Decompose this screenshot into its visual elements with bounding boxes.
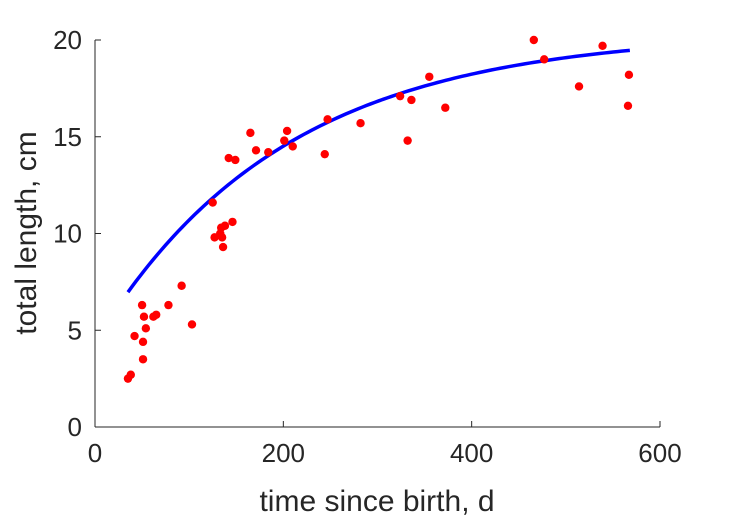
data-point bbox=[130, 331, 139, 341]
data-point bbox=[141, 324, 151, 333]
data-point bbox=[139, 312, 149, 321]
data-point bbox=[574, 82, 584, 91]
y-tick-label: 15 bbox=[53, 122, 82, 152]
y-tick-label: 0 bbox=[68, 412, 82, 442]
axes bbox=[94, 40, 660, 428]
x-tick-label: 400 bbox=[450, 438, 493, 468]
data-point bbox=[164, 300, 173, 310]
data-point bbox=[403, 136, 412, 145]
data-point bbox=[356, 119, 365, 128]
data-point bbox=[177, 281, 186, 290]
data-point bbox=[323, 115, 332, 124]
ticks: 0 200 400 600 0 5 10 15 20 bbox=[53, 25, 682, 468]
data-point bbox=[425, 72, 434, 81]
x-tick-label: 600 bbox=[638, 438, 681, 468]
data-point bbox=[231, 155, 240, 165]
data-point bbox=[137, 300, 147, 310]
data-point bbox=[280, 136, 289, 145]
data-point bbox=[228, 217, 237, 227]
fit-curve-layer bbox=[126, 48, 631, 294]
data-point bbox=[529, 35, 539, 45]
x-tick-label: 0 bbox=[88, 438, 102, 468]
data-point bbox=[138, 355, 148, 364]
data-point bbox=[187, 320, 197, 329]
fit-curve bbox=[126, 48, 631, 294]
data-point bbox=[220, 221, 230, 230]
data-point bbox=[441, 103, 450, 112]
x-axis-label: time since birth, d bbox=[259, 485, 494, 518]
data-points-layer bbox=[123, 35, 634, 383]
data-point bbox=[598, 41, 607, 51]
data-point bbox=[624, 70, 634, 80]
data-point bbox=[208, 198, 217, 207]
data-point bbox=[217, 233, 227, 242]
data-point bbox=[126, 370, 135, 379]
data-point bbox=[218, 242, 228, 252]
y-tick-label: 5 bbox=[68, 315, 82, 345]
y-axis-label: total length, cm bbox=[10, 131, 43, 334]
data-point bbox=[224, 153, 233, 163]
data-point bbox=[623, 101, 633, 110]
data-point bbox=[251, 146, 261, 155]
data-point bbox=[288, 142, 297, 151]
data-point bbox=[138, 337, 148, 347]
data-point bbox=[320, 149, 329, 159]
x-tick-label: 200 bbox=[262, 438, 305, 468]
data-point bbox=[152, 310, 161, 319]
y-tick-label: 10 bbox=[53, 219, 82, 249]
data-point bbox=[395, 91, 405, 101]
data-point bbox=[407, 95, 416, 105]
data-point bbox=[282, 126, 292, 136]
data-point bbox=[264, 148, 273, 157]
y-tick-label: 20 bbox=[53, 25, 82, 55]
data-point bbox=[246, 128, 255, 138]
data-point bbox=[539, 55, 549, 64]
